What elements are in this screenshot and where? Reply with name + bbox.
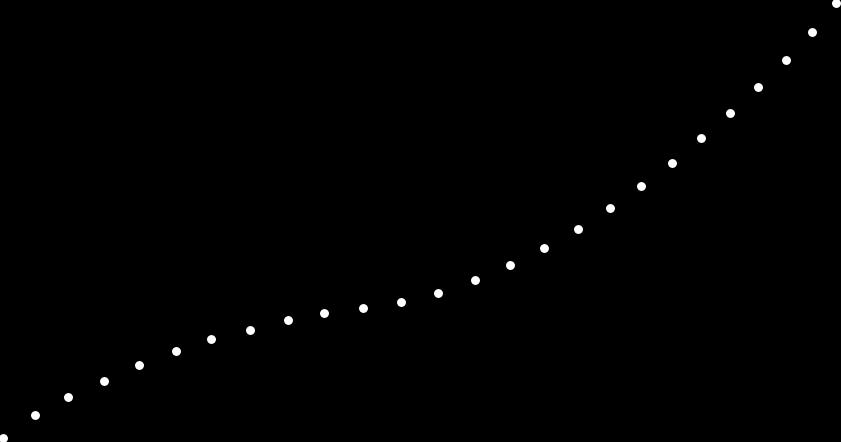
data-point-marker bbox=[206, 334, 216, 344]
data-point-marker bbox=[539, 243, 549, 253]
data-point-marker bbox=[171, 346, 181, 356]
data-point-marker bbox=[505, 260, 515, 270]
data-point-marker bbox=[245, 325, 255, 335]
data-point-marker bbox=[696, 133, 706, 143]
data-point-marker bbox=[807, 27, 817, 37]
data-point-marker bbox=[63, 392, 73, 402]
data-point-marker bbox=[396, 297, 406, 307]
data-point-marker bbox=[753, 82, 763, 92]
data-point-marker bbox=[433, 288, 443, 298]
data-point-marker bbox=[283, 315, 293, 325]
data-point-marker bbox=[605, 203, 615, 213]
data-point-marker bbox=[134, 360, 144, 370]
data-point-marker bbox=[667, 158, 677, 168]
data-point-marker bbox=[0, 433, 8, 442]
data-point-marker bbox=[99, 376, 109, 386]
data-point-marker bbox=[470, 275, 480, 285]
data-point-marker bbox=[636, 181, 646, 191]
data-point-marker bbox=[319, 308, 329, 318]
data-point-marker bbox=[573, 224, 583, 234]
data-point-marker bbox=[831, 0, 841, 8]
data-point-marker bbox=[358, 303, 368, 313]
data-point-marker bbox=[30, 410, 40, 420]
data-point-marker bbox=[725, 108, 735, 118]
data-point-marker bbox=[781, 55, 791, 65]
